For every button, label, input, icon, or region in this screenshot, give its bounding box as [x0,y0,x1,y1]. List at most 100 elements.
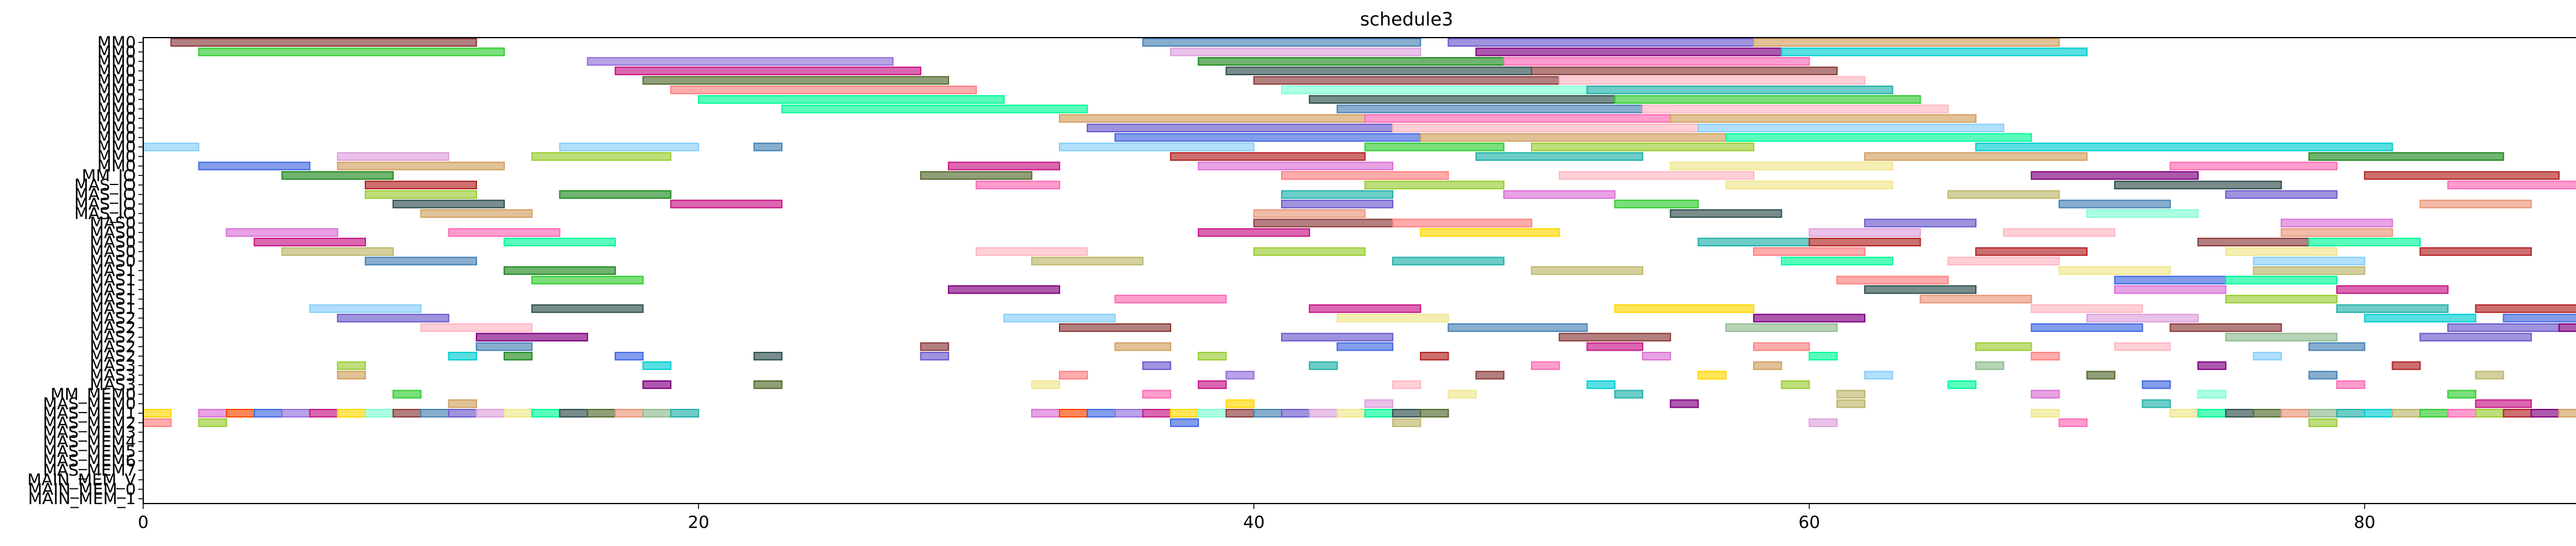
task-bar [198,47,505,56]
task-bar [1170,152,1366,161]
task-bar [1614,200,1699,209]
task-bar [1281,408,1310,418]
y-tick-label: MM0 [97,100,136,119]
task-bar [1836,275,1949,285]
y-tick-label: MAS3 [90,376,136,394]
task-bar [1114,342,1172,351]
task-bar [753,380,783,389]
task-bar [1225,371,1255,380]
y-tick-label: MAS3 [90,366,136,385]
task-bar [1725,323,1838,332]
chart-title: schedule3 [1360,9,1453,30]
task-bar [1197,351,1227,361]
task-bar [2253,257,2365,266]
task-bar [2114,180,2282,190]
task-bar [920,351,949,361]
task-bar [1392,123,1699,133]
task-bar [2169,408,2199,418]
task-bar [448,399,478,408]
task-bar [2419,200,2532,209]
task-bar [2253,266,2365,275]
task-bar [614,408,644,418]
task-bar [2336,285,2449,294]
task-bar [337,161,505,170]
task-bar [2142,399,2171,408]
task-bar [1864,152,2088,161]
task-bar [1697,371,1727,380]
task-bar [2503,408,2532,418]
y-tick-label: MM0 [97,119,136,138]
x-tick-label: 20 [688,512,709,532]
task-bar [1419,228,1560,237]
task-bar [670,408,700,418]
y-tick-label: MAS1 [90,271,136,290]
task-bar [448,351,478,361]
task-bar [365,257,478,266]
task-bar [1558,76,1866,85]
task-bar [1697,123,2004,133]
task-bar [531,275,644,285]
task-bar [2475,304,2576,313]
task-bar [1142,389,1172,399]
task-bar [2558,323,2576,332]
y-tick-label: MM0 [97,43,136,62]
task-bar [1086,123,1394,133]
task-bar [1086,408,1116,418]
task-bar [2364,408,2393,418]
task-bar [1419,133,1727,142]
task-bar [1947,190,2060,199]
task-bar [1753,38,2060,47]
task-bar [1225,399,1255,408]
y-tick-label: MAS0 [90,214,136,233]
y-tick-label: MAS_MEM3 [43,423,136,442]
task-bar [1114,294,1227,304]
task-bar [1197,228,1310,237]
task-bar [1780,380,1810,389]
task-bar [1059,371,1088,380]
task-bar [2419,247,2532,256]
task-bar [1503,57,1810,66]
task-bar [1336,408,1366,418]
y-tick-label: MM0 [97,52,136,71]
task-bar [1475,371,1505,380]
task-bar [1253,408,1283,418]
task-bar [2030,171,2199,180]
task-bar [2530,408,2560,418]
task-bar [1864,371,1893,380]
task-bar [1392,418,1421,427]
y-tick-label: MM_MEM0 [50,385,136,404]
task-bar [1725,180,1893,190]
task-bar [1281,332,1394,342]
task-bar [2308,152,2504,161]
x-tick-label: 40 [1243,512,1265,532]
y-tick-label: MM0 [97,157,136,176]
task-bar [1614,95,1921,104]
task-bar [2030,323,2143,332]
task-bar [2225,190,2338,199]
task-bar [2086,314,2199,323]
y-tick-label: MM0 [97,81,136,99]
task-bar [2447,180,2576,190]
task-bar [2308,237,2421,247]
task-bar [1114,408,1144,418]
task-bar [920,342,949,351]
task-bar [1364,114,1671,123]
task-bar [1947,257,2060,266]
task-bar [365,180,478,190]
task-bar [1142,361,1172,370]
task-bar [2197,389,2226,399]
task-bar [2197,237,2310,247]
task-bar [1558,171,1754,180]
task-bar [2280,408,2310,418]
task-bar [2392,408,2421,418]
task-bar [753,351,783,361]
task-bar [1475,47,1782,56]
task-bar [2114,275,2226,285]
task-bar [559,143,700,152]
task-bar [1170,47,1421,56]
task-bar [1419,408,1449,418]
task-bar [365,190,478,199]
task-bar [420,323,533,332]
task-bar [2336,304,2449,313]
task-bar [1308,361,1338,370]
